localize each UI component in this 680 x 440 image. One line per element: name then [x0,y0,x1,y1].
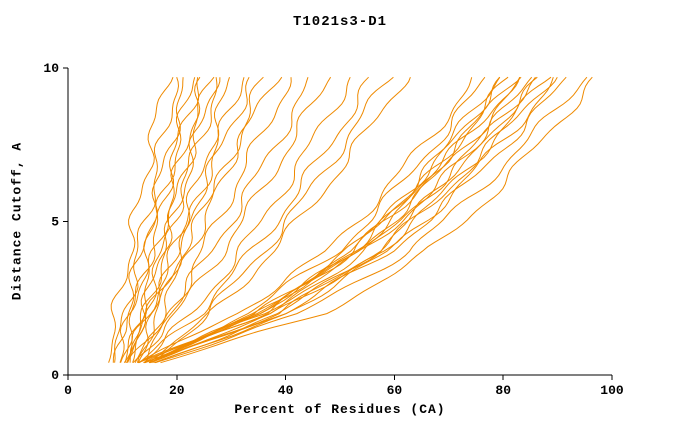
model-curve [143,76,486,364]
chart-title: T1021s3-D1 [292,14,387,30]
model-curve [152,76,394,364]
x-tick-label: 60 [387,383,403,398]
model-curve [144,76,536,364]
model-curve [150,76,558,364]
model-curve [126,76,250,363]
model-curve [144,76,522,364]
model-curve [119,77,200,363]
model-curve [149,77,554,364]
y-tick-label: 0 [51,368,59,383]
x-tick-label: 40 [278,383,294,398]
model-curve [155,76,588,364]
model-curve [132,77,221,363]
model-curve [149,77,521,364]
model-curve [120,77,196,363]
x-tick-label: 100 [600,383,624,398]
model-curve [132,76,332,364]
model-curve [144,76,501,364]
model-curve [154,76,567,364]
model-curve [144,76,552,364]
y-tick-label: 5 [51,215,59,230]
model-curve [139,76,369,364]
x-tick-label: 20 [169,383,185,398]
model-curve [149,76,538,364]
model-curve [138,76,509,364]
model-curve [114,77,180,363]
y-axis-label: Distance Cutoff, A [9,141,25,301]
model-curve [138,77,473,364]
model-curve [148,77,411,364]
model-curve [129,77,218,363]
model-curve [145,77,292,363]
model-curve [160,76,593,364]
model-curve [123,76,283,363]
model-curve [108,77,174,363]
model-curve [137,77,245,363]
model-curve [125,77,309,363]
model-curve [143,76,351,364]
x-tick-label: 0 [64,383,72,398]
x-axis-label: Percent of Residues (CA) [234,402,446,417]
model-curve [124,76,201,363]
y-tick-label: 10 [43,61,59,76]
x-tick-label: 80 [495,383,511,398]
model-curve [136,77,230,363]
